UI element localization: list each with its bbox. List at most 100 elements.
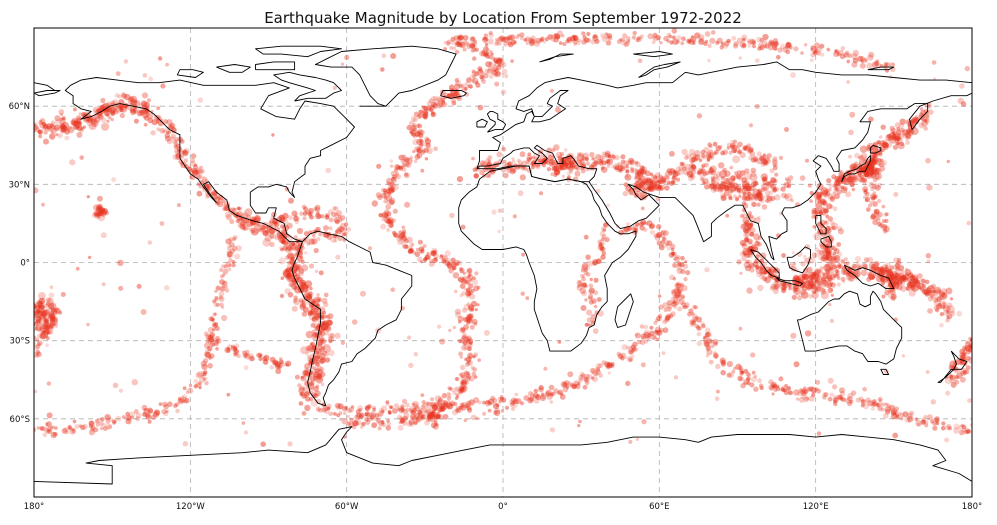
earthquake-point	[279, 293, 285, 299]
earthquake-point	[70, 119, 77, 126]
earthquake-point	[832, 264, 838, 270]
earthquake-point	[738, 194, 742, 198]
earthquake-point	[425, 401, 430, 406]
earthquake-point	[205, 183, 210, 188]
earthquake-point	[378, 212, 383, 218]
earthquake-point	[967, 398, 972, 403]
earthquake-point	[304, 378, 313, 387]
graticule	[34, 28, 972, 497]
earthquake-point	[221, 198, 226, 204]
earthquake-point	[750, 167, 757, 174]
earthquake-point	[327, 333, 334, 339]
earthquake-point	[319, 330, 326, 337]
earthquake-point	[380, 193, 386, 199]
earthquake-point	[836, 282, 841, 287]
earthquake-point	[391, 189, 395, 193]
earthquake-point	[357, 405, 364, 412]
earthquake-point	[446, 39, 452, 45]
earthquake-point	[212, 322, 218, 329]
earthquake-point	[43, 138, 49, 145]
earthquake-point	[105, 112, 110, 117]
earthquake-point	[706, 349, 713, 356]
earthquake-point	[749, 214, 754, 219]
earthquake-point	[467, 407, 473, 413]
earthquake-point	[282, 212, 289, 219]
earthquake-point	[198, 184, 203, 189]
earthquake-point	[128, 96, 134, 102]
earthquake-point	[218, 196, 223, 201]
earthquake-point	[184, 397, 190, 404]
earthquake-point	[215, 285, 221, 291]
earthquake-point	[820, 288, 827, 295]
earthquake-point	[262, 230, 269, 236]
earthquake-point	[190, 153, 197, 159]
earthquake-point	[412, 139, 419, 146]
earthquake-point	[900, 128, 905, 133]
earthquake-point	[402, 234, 406, 238]
earthquake-point	[432, 103, 439, 109]
earthquake-point	[397, 165, 402, 170]
earthquake-point	[409, 242, 414, 248]
earthquake-point	[656, 224, 662, 230]
earthquake-point	[459, 35, 464, 40]
earthquake-point	[870, 182, 874, 186]
earthquake-point	[329, 333, 336, 339]
earthquake-point	[105, 113, 110, 117]
earthquake-point	[309, 310, 314, 315]
earthquake-point	[757, 242, 762, 247]
earthquake-point	[315, 390, 321, 397]
earthquake-point	[736, 259, 742, 265]
earthquake-point	[778, 155, 784, 160]
earthquake-point	[720, 192, 726, 199]
earthquake-point	[406, 124, 412, 131]
earthquake-point	[883, 212, 888, 217]
earthquake-point	[50, 127, 57, 135]
earthquake-point	[270, 224, 277, 230]
earthquake-point	[325, 167, 332, 174]
earthquake-point	[459, 43, 464, 48]
earthquake-point	[880, 402, 886, 407]
earthquake-point	[310, 307, 319, 316]
earthquake-point	[314, 206, 321, 213]
earthquake-point	[880, 139, 889, 147]
earthquake-point	[826, 178, 832, 184]
earthquake-point	[424, 256, 428, 260]
earthquake-point	[320, 322, 329, 331]
earthquake-point	[308, 238, 315, 245]
earthquake-point	[117, 105, 122, 110]
earthquake-point	[323, 225, 329, 231]
earthquake-point	[712, 141, 718, 147]
earthquake-point	[421, 113, 428, 119]
earthquake-point	[897, 258, 902, 262]
earthquake-point	[143, 408, 147, 412]
earthquake-point	[473, 45, 477, 49]
earthquake-point	[512, 214, 517, 219]
earthquake-point	[635, 437, 640, 441]
earthquake-point	[411, 124, 418, 132]
earthquake-point	[854, 255, 862, 263]
earthquake-point	[314, 315, 318, 320]
earthquake-point	[169, 122, 176, 129]
earthquake-point	[690, 319, 694, 324]
earthquake-point	[582, 384, 588, 390]
y-tick-label: 60°N	[9, 102, 30, 112]
earthquake-point	[293, 285, 298, 291]
earthquake-point	[60, 123, 67, 130]
earthquake-point	[488, 62, 494, 67]
earthquake-point	[653, 320, 658, 325]
earthquake-point	[167, 124, 173, 130]
earthquake-point	[316, 214, 322, 219]
earthquake-point	[422, 141, 428, 147]
earthquake-point	[735, 197, 740, 201]
earthquake-point	[731, 35, 737, 41]
earthquake-point	[851, 53, 858, 60]
earthquake-point	[683, 305, 688, 310]
earthquake-point	[493, 68, 499, 74]
earthquake-point	[622, 190, 629, 197]
earthquake-point	[208, 356, 212, 360]
earthquake-point	[421, 105, 426, 109]
earthquake-point	[419, 142, 424, 147]
earthquake-point	[736, 170, 742, 175]
earthquake-point	[430, 251, 435, 257]
earthquake-point	[677, 306, 683, 312]
